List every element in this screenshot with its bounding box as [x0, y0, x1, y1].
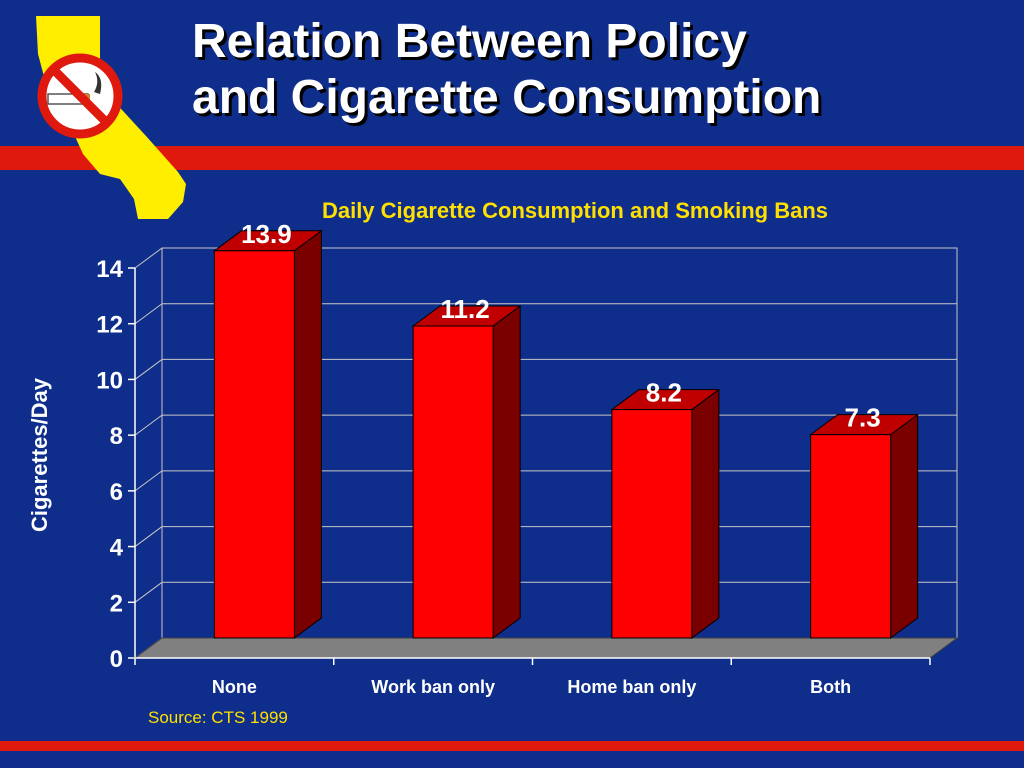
- side-wall-gridline: [134, 359, 163, 380]
- bar-front: [213, 250, 295, 639]
- x-category-label: Both: [810, 677, 851, 697]
- bar-front: [412, 325, 494, 639]
- title-line-1: Relation Between Policy: [192, 15, 747, 68]
- page-title: Relation Between Policy and Cigarette Co…: [192, 14, 992, 126]
- title-line-2: and Cigarette Consumption: [192, 71, 822, 124]
- bar-side: [293, 229, 322, 639]
- bar-front: [810, 434, 892, 639]
- chart-title: Daily Cigarette Consumption and Smoking …: [322, 198, 828, 223]
- side-wall-gridline: [134, 470, 163, 492]
- y-tick-label: 10: [96, 367, 123, 394]
- data-label: 13.9: [241, 219, 292, 249]
- side-wall-gridline: [134, 581, 163, 603]
- y-tick-label: 4: [110, 535, 124, 562]
- chart-floor: [133, 637, 959, 659]
- y-axis-label: Cigarettes/Day: [27, 377, 52, 532]
- california-no-smoking-icon: [36, 16, 186, 219]
- bottom-red-band: [0, 741, 1024, 751]
- y-tick-label: 2: [110, 590, 123, 617]
- side-wall-gridline: [134, 526, 163, 547]
- side-wall-gridline: [134, 247, 163, 269]
- bar-front: [611, 409, 693, 639]
- data-label: 8.2: [646, 378, 682, 408]
- bar: [610, 388, 721, 639]
- bar-side: [691, 388, 720, 639]
- bar-side: [492, 305, 521, 639]
- bar: [809, 413, 920, 639]
- x-category-label: Home ban only: [567, 677, 696, 697]
- y-tick-label: 6: [110, 479, 123, 506]
- data-label: 11.2: [441, 294, 490, 324]
- data-label: 7.3: [845, 403, 881, 433]
- source-note: Source: CTS 1999: [148, 708, 288, 727]
- x-category-label: Work ban only: [371, 677, 495, 697]
- bar: [212, 229, 323, 639]
- y-tick-label: 14: [96, 256, 123, 283]
- y-tick-label: 12: [96, 312, 123, 339]
- side-wall-gridline: [134, 414, 163, 436]
- bar-side: [890, 413, 919, 639]
- x-category-label: None: [212, 677, 257, 697]
- y-tick-label: 0: [110, 646, 123, 673]
- bar: [411, 305, 522, 639]
- side-wall-gridline: [134, 303, 163, 325]
- y-tick-label: 8: [110, 423, 123, 450]
